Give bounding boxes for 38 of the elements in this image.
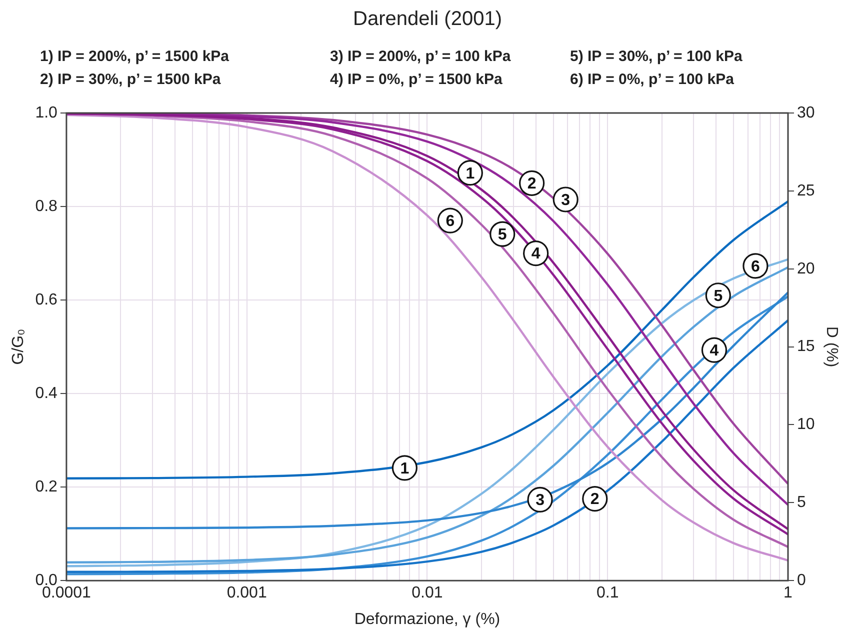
y-tick-label: 0.2 [35, 478, 58, 496]
annotation: 5 [498, 226, 507, 244]
x-axis-title: Deformazione, γ (%) [354, 610, 500, 628]
annotation: 5 [714, 288, 723, 305]
annotation: 1 [466, 165, 475, 182]
annotation: 4 [710, 342, 719, 360]
y2-tick-label: 0 [797, 572, 806, 590]
annotation: 2 [527, 176, 536, 193]
y-tick-label: 0.4 [35, 384, 58, 402]
y2-tick-label: 15 [797, 338, 815, 356]
text: 2) IP = 30%, p’ = 1500 kPa [40, 71, 222, 88]
annotation: 4 [531, 246, 540, 263]
y2-tick-label: 20 [797, 260, 815, 278]
y2-tick-label: 10 [797, 416, 815, 434]
text: 5) IP = 30%, p’ = 100 kPa [570, 48, 744, 65]
y-tick-label: 1.0 [35, 104, 58, 122]
y-axis-title: G/G₀ [10, 328, 28, 365]
x-tick-label: 0.01 [412, 584, 443, 602]
annotation: 3 [561, 192, 570, 209]
annotation: 2 [590, 491, 600, 508]
x-tick-label: 0.001 [226, 584, 267, 602]
annotation: 6 [750, 258, 760, 276]
y2-tick-label: 5 [797, 494, 806, 512]
y2-tick-label: 30 [797, 104, 815, 122]
text: 6) IP = 0%, p’ = 100 kPa [570, 71, 735, 88]
annotation: 6 [446, 212, 455, 230]
y2-tick-label: 25 [797, 182, 815, 200]
x-tick-label: 1 [784, 584, 793, 602]
y-tick-label: 0.6 [35, 291, 58, 308]
x-tick-label: 0.1 [596, 584, 619, 602]
annotation: 3 [536, 492, 545, 510]
chart-title: Darendeli (2001) [352, 8, 503, 31]
annotation: 1 [400, 460, 410, 478]
y2-axis-title: D (%) [822, 326, 840, 368]
y-tick-label: 0.8 [35, 198, 58, 215]
text: 4) IP = 0%, p’ = 1500 kPa [330, 71, 504, 88]
text: 3) IP = 200%, p’ = 100 kPa [330, 48, 512, 65]
text: 1) IP = 200%, p’ = 1500 kPa [40, 48, 230, 65]
